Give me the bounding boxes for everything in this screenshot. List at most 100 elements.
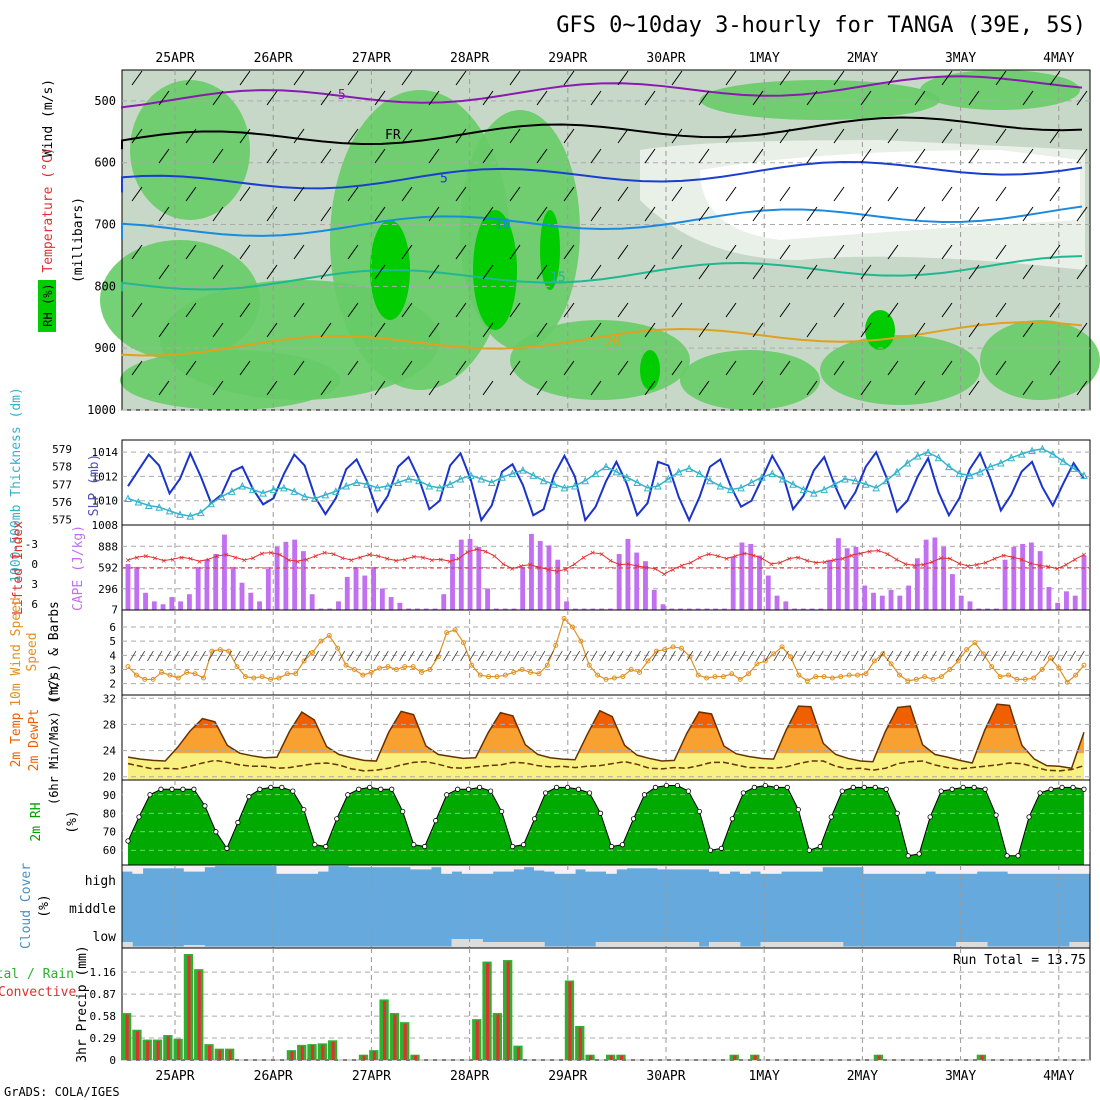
isotherm-label: FR <box>385 128 401 143</box>
cape-bar <box>397 602 403 610</box>
wind-barb <box>455 70 467 86</box>
date-label-bottom: 2MAY <box>847 1069 878 1084</box>
pressure-tick: 700 <box>94 218 116 232</box>
wind-barb <box>563 70 575 86</box>
wind-barb <box>266 206 278 222</box>
wind-speed-point <box>318 638 324 644</box>
cape-bar <box>792 608 797 610</box>
wind-barb <box>617 186 629 202</box>
cloud-high-gap <box>719 865 731 874</box>
cape-bar <box>388 597 394 610</box>
cloud-low-bar <box>430 946 442 948</box>
surface-wind-barb <box>634 650 641 662</box>
thickness-point <box>529 471 538 479</box>
cape-bar <box>651 589 657 610</box>
surface-wind-barb <box>582 650 589 662</box>
wind-frame <box>121 609 1091 696</box>
cloud-low-bar <box>832 942 844 948</box>
rh-point <box>1015 853 1021 859</box>
wind-barb <box>185 244 197 260</box>
isotherm-label: 20 <box>605 335 621 350</box>
cloud-high-gap <box>327 865 339 867</box>
wind-barb <box>536 206 548 222</box>
cloud-high-gap <box>894 865 906 874</box>
cloud-low-bar <box>966 942 978 948</box>
wind-speed-point <box>309 650 315 655</box>
cloud-low-bar <box>678 942 689 948</box>
surface-wind-barb <box>390 650 398 662</box>
wind-barb <box>644 322 656 338</box>
surface-wind-barb <box>573 650 581 662</box>
wind-speed-point <box>670 644 676 650</box>
thickness-point <box>934 453 943 462</box>
surface-wind-barb <box>381 650 389 662</box>
wind-label-speed: Speed <box>25 632 40 671</box>
lifted-point: × <box>715 552 720 562</box>
cape-bar <box>458 539 464 610</box>
thickness-point <box>311 494 319 502</box>
cloud-high-gap <box>297 865 308 874</box>
thickness-point <box>674 467 683 476</box>
wind-speed-point <box>217 647 223 653</box>
thickness-point <box>955 469 964 478</box>
wind-barb <box>779 302 791 318</box>
cape-bar <box>450 554 455 610</box>
lifted-point: × <box>456 555 461 565</box>
rh-point <box>531 816 538 822</box>
cloud-low-bar <box>811 942 823 948</box>
wind-barb <box>401 128 413 144</box>
cape-bar <box>818 608 824 610</box>
lifted-point: × <box>340 554 345 564</box>
cloud-low-bar <box>647 942 658 948</box>
wind-speed-point <box>771 651 777 657</box>
lifted-point: × <box>706 550 711 560</box>
thickness-point <box>425 481 434 490</box>
wind-speed-point <box>620 674 626 680</box>
wind-barb <box>887 360 899 376</box>
rh-point <box>806 847 812 853</box>
lifted-point: × <box>161 557 166 567</box>
precip-convective-bar <box>609 1055 613 1060</box>
lifted-point: × <box>322 549 327 559</box>
wind-barb <box>428 264 440 280</box>
cloud-high-gap <box>266 865 277 867</box>
surface-wind-barb <box>695 650 702 662</box>
wind-barb <box>185 302 197 318</box>
cloud-low-bar <box>513 942 525 948</box>
cloud-high-gap <box>842 865 854 868</box>
wind-barb <box>941 302 953 318</box>
cloud-low-bar <box>914 946 926 948</box>
cloud-low-bar <box>389 946 401 948</box>
cloud-high-gap <box>626 865 638 869</box>
rh-moist-region <box>120 350 340 410</box>
lifted-point: × <box>233 553 238 563</box>
wind-barb <box>509 302 521 318</box>
rh-moist-region <box>130 80 250 220</box>
rh-point <box>499 808 505 815</box>
precip-convective-bar <box>516 1047 521 1060</box>
cloud-low-bar <box>739 946 751 948</box>
precip-convective-bar <box>218 1050 222 1060</box>
thickness-point <box>1069 464 1078 472</box>
rh-point <box>916 851 922 857</box>
thickness-point <box>841 474 849 483</box>
slp-label: SLP (mb) <box>87 454 102 517</box>
cape-bar <box>1011 546 1017 610</box>
cloud-high-gap <box>935 865 947 874</box>
cloud-high-gap <box>945 865 957 874</box>
wind-barb <box>212 90 224 106</box>
cape-tick: 296 <box>98 583 118 596</box>
wind-barb <box>833 244 845 260</box>
cloud-low-bar <box>1017 946 1029 948</box>
cloud-low-bar <box>575 946 586 948</box>
wind-barb <box>995 128 1007 144</box>
cloud-high-gap <box>832 865 844 868</box>
date-label-bottom: 30APR <box>646 1069 685 1084</box>
cape-bar <box>292 539 298 610</box>
wind-speed-point <box>972 640 978 646</box>
wind-barb <box>563 128 575 144</box>
surface-wind-barb <box>921 650 929 662</box>
cape-bar <box>529 533 534 610</box>
cloud-low-bar <box>657 942 669 948</box>
